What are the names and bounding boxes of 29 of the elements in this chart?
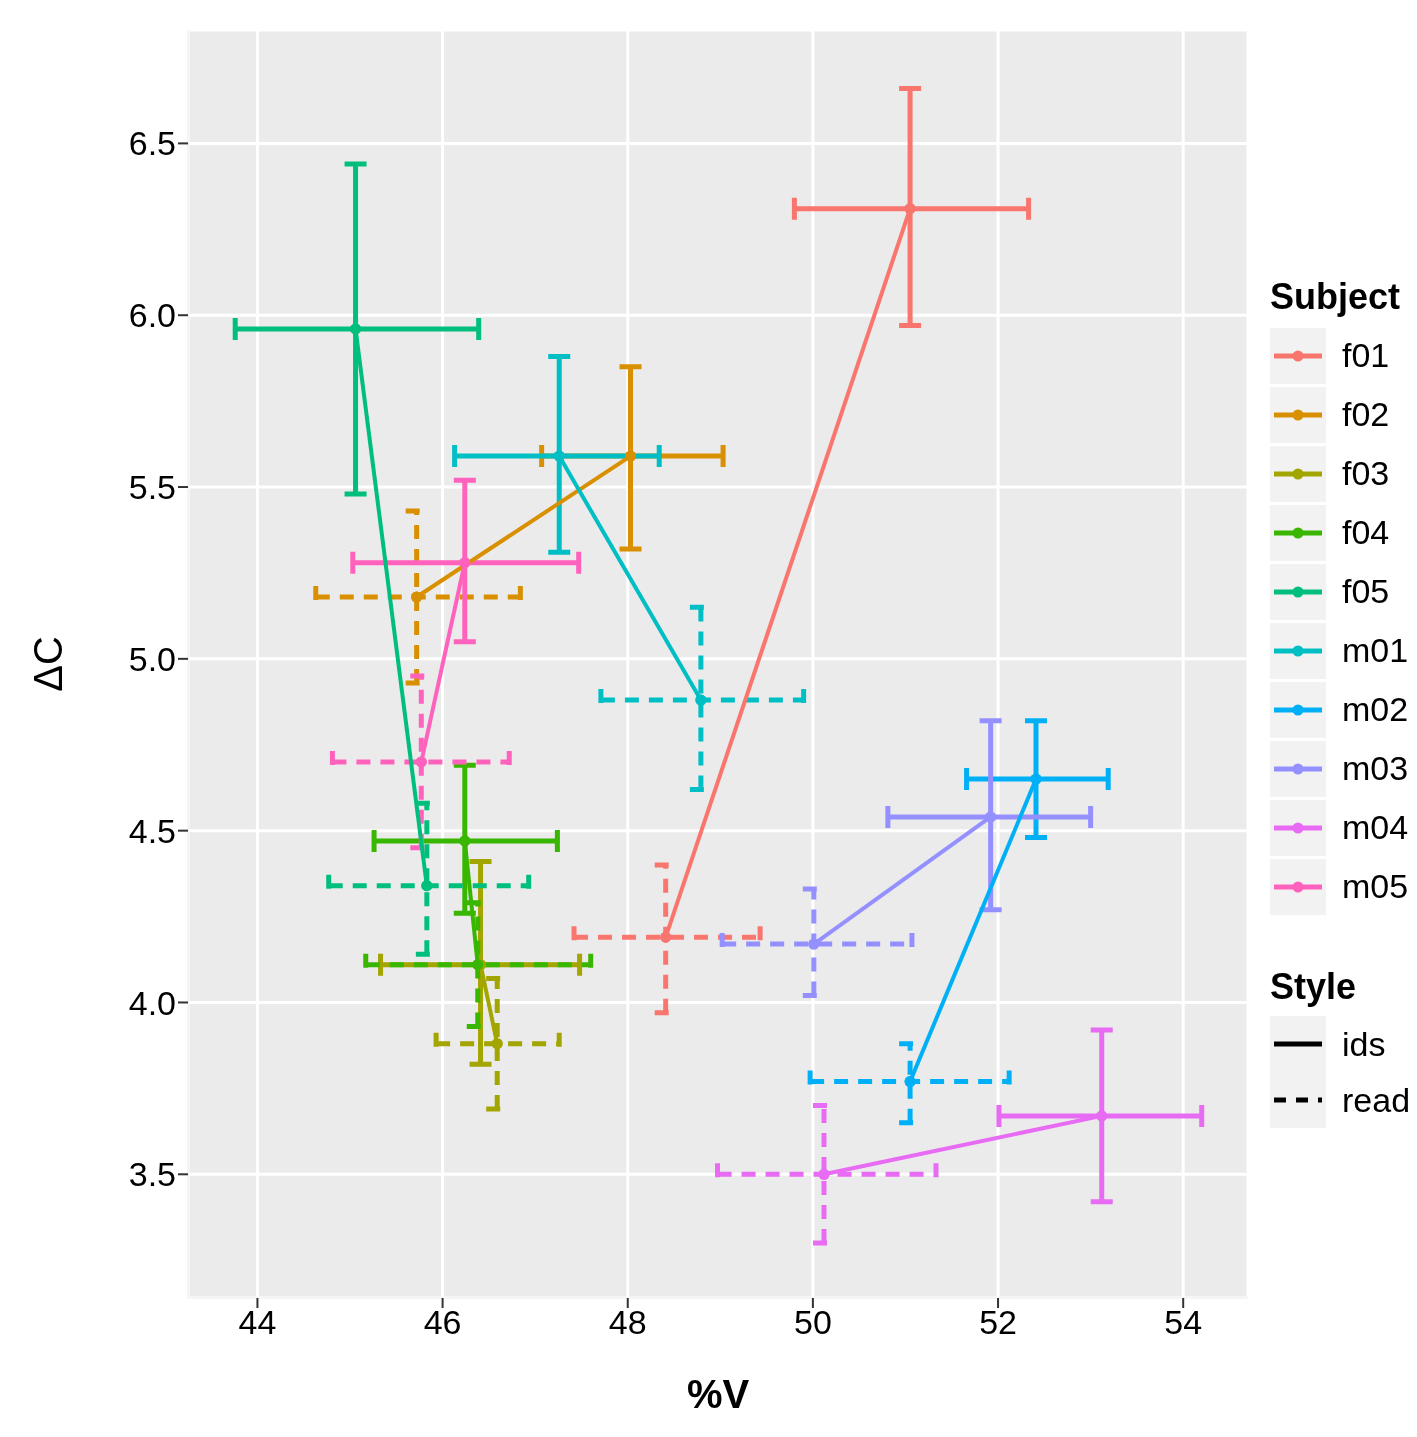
legend-label: f02 xyxy=(1342,395,1390,434)
y-tick-label: 6.0 xyxy=(128,296,176,335)
text: read xyxy=(1342,1080,1411,1120)
legend-label: m03 xyxy=(1342,749,1409,788)
y-axis-title: ΔC xyxy=(26,636,71,692)
legend-label: f03 xyxy=(1342,454,1390,493)
legend-label: m02 xyxy=(1342,690,1409,729)
y-tick-label: 5.0 xyxy=(128,639,176,678)
y-tick-label: 4.0 xyxy=(128,983,176,1022)
legend-label: f05 xyxy=(1342,572,1390,611)
y-tick-label: 6.5 xyxy=(128,124,176,163)
y-tick-label: 3.5 xyxy=(128,1155,176,1194)
legend-title: Subject xyxy=(1270,276,1402,318)
x-tick-label: 50 xyxy=(793,1303,832,1342)
legend-label: m04 xyxy=(1342,808,1409,847)
text: ids xyxy=(1342,1024,1386,1064)
legend-label: f01 xyxy=(1342,336,1390,375)
x-tick-label: 46 xyxy=(423,1303,462,1342)
y-tick-label: 4.5 xyxy=(128,811,176,850)
x-axis-title: %V xyxy=(686,1372,750,1416)
x-tick-label: 54 xyxy=(1164,1303,1203,1342)
y-tick-label: 5.5 xyxy=(128,468,176,507)
legend-label: f04 xyxy=(1342,513,1390,552)
legend-label: m05 xyxy=(1342,867,1409,906)
text: Style xyxy=(1270,966,1358,1008)
x-tick-label: 48 xyxy=(608,1303,647,1342)
x-tick-label: 44 xyxy=(238,1303,277,1342)
x-tick-label: 52 xyxy=(979,1303,1017,1342)
legend-label: m01 xyxy=(1342,631,1409,670)
